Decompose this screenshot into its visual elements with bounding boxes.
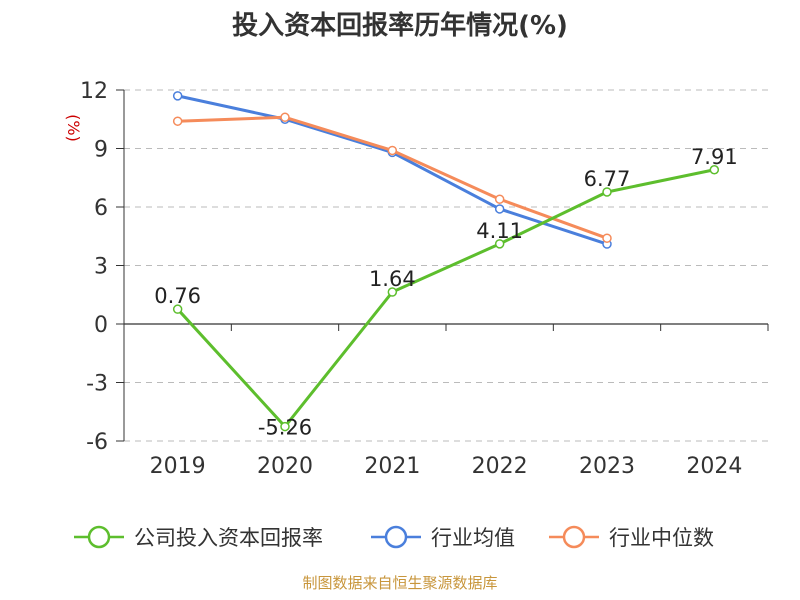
- data-point: [172, 304, 183, 314]
- series-lines: [172, 91, 720, 432]
- data-label: -5.26: [258, 416, 312, 440]
- y-tick-label: 12: [80, 79, 108, 104]
- data-point: [709, 165, 720, 175]
- data-label: 4.11: [476, 219, 523, 243]
- legend-label: 行业中位数: [609, 526, 714, 550]
- legend-swatch-marker: [87, 525, 111, 549]
- axes: 12 9 6 3 0 -3 -6 2019 2020 2021 2022 2023 2024: [80, 79, 769, 479]
- data-point: [494, 239, 505, 249]
- legend-swatch-marker: [384, 525, 408, 549]
- y-tick-label: 9: [94, 138, 108, 163]
- data-point: [280, 112, 290, 123]
- x-tick-label: 2021: [364, 454, 420, 479]
- data-label: 6.77: [584, 167, 631, 191]
- data-point: [602, 187, 612, 197]
- source-note: 制图数据来自恒生聚源数据库: [302, 574, 497, 592]
- grid-lines: [124, 89, 768, 442]
- data-point: [387, 287, 398, 297]
- x-tick-label: 2024: [686, 454, 742, 479]
- data-point: [494, 204, 505, 214]
- y-tick-label: -6: [86, 430, 108, 455]
- x-tick-label: 2023: [579, 454, 635, 479]
- data-point: [172, 91, 183, 101]
- data-point: [494, 194, 505, 204]
- series-line-0: [176, 168, 715, 429]
- x-tick-label: 2019: [150, 454, 206, 479]
- x-tick-label: 2020: [257, 454, 313, 479]
- data-labels: 0.76 -5.26 1.64 4.11 6.77 7.91: [154, 145, 737, 440]
- legend-label: 公司投入资本回报率: [134, 526, 323, 550]
- data-point: [172, 116, 183, 126]
- y-tick-label: -3: [86, 372, 108, 397]
- y-tick-label: 6: [94, 196, 108, 221]
- data-label: 0.76: [154, 284, 201, 308]
- data-label: 1.64: [369, 267, 416, 291]
- chart-title: 投入资本回报率历年情况(%): [232, 10, 568, 41]
- legend-swatch-marker: [562, 525, 586, 549]
- data-label: 7.91: [691, 145, 738, 169]
- data-point: [387, 145, 398, 156]
- data-point: [602, 233, 612, 243]
- legend-label: 行业均值: [431, 526, 515, 550]
- y-axis-label: (%): [64, 114, 83, 142]
- legend: 公司投入资本回报率 行业均值 行业中位数: [74, 525, 714, 550]
- y-tick-label: 0: [94, 313, 108, 338]
- y-tick-label: 3: [94, 255, 108, 280]
- data-point: [280, 421, 290, 432]
- series-line-2: [177, 115, 608, 240]
- x-tick-label: 2022: [472, 454, 528, 479]
